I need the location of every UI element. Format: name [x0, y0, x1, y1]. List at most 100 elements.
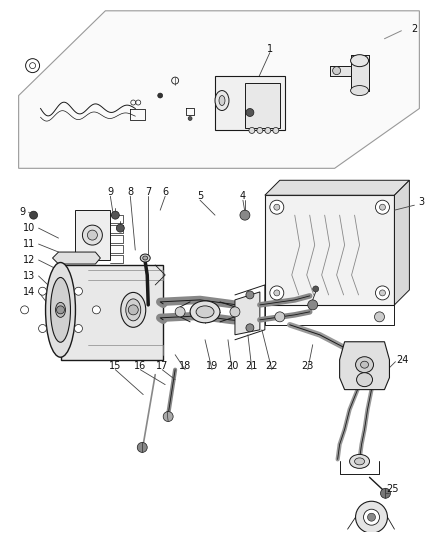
Ellipse shape [360, 361, 368, 368]
Circle shape [188, 117, 192, 120]
Circle shape [375, 200, 389, 214]
Circle shape [246, 109, 254, 117]
Circle shape [39, 287, 46, 295]
Circle shape [57, 306, 64, 314]
Circle shape [230, 307, 240, 317]
Text: 8: 8 [127, 187, 133, 197]
Circle shape [246, 324, 254, 332]
Circle shape [257, 127, 263, 133]
Ellipse shape [355, 458, 364, 465]
Circle shape [82, 225, 102, 245]
Ellipse shape [356, 357, 374, 373]
Ellipse shape [140, 254, 150, 262]
Circle shape [74, 325, 82, 333]
Polygon shape [75, 210, 110, 260]
Circle shape [275, 312, 285, 322]
Text: 18: 18 [179, 361, 191, 370]
Circle shape [249, 127, 255, 133]
Circle shape [163, 411, 173, 422]
Circle shape [364, 509, 379, 525]
Ellipse shape [196, 306, 214, 318]
Text: 24: 24 [396, 354, 409, 365]
Ellipse shape [190, 301, 220, 323]
Circle shape [308, 300, 318, 310]
Text: 13: 13 [23, 271, 35, 281]
Circle shape [270, 286, 284, 300]
Polygon shape [265, 195, 395, 305]
Ellipse shape [56, 302, 66, 317]
Text: 11: 11 [23, 239, 35, 249]
Circle shape [74, 287, 82, 295]
Text: 20: 20 [226, 361, 238, 370]
Circle shape [175, 307, 185, 317]
Polygon shape [245, 83, 280, 128]
Circle shape [379, 204, 385, 210]
Circle shape [367, 513, 375, 521]
Circle shape [128, 305, 138, 315]
Circle shape [375, 286, 389, 300]
Polygon shape [53, 252, 100, 264]
Ellipse shape [143, 256, 148, 260]
Text: 25: 25 [386, 484, 399, 494]
Text: 23: 23 [301, 361, 314, 370]
Text: 5: 5 [197, 191, 203, 201]
Circle shape [39, 325, 46, 333]
Text: 17: 17 [156, 361, 168, 370]
Circle shape [381, 488, 390, 498]
Ellipse shape [121, 293, 146, 327]
Polygon shape [60, 265, 163, 360]
Circle shape [137, 442, 147, 453]
Ellipse shape [350, 455, 370, 469]
Polygon shape [19, 11, 419, 168]
Text: 15: 15 [109, 361, 121, 370]
Circle shape [356, 501, 388, 533]
Circle shape [21, 306, 28, 314]
Text: 1: 1 [267, 44, 273, 54]
Polygon shape [330, 66, 350, 76]
Circle shape [379, 290, 385, 296]
Polygon shape [395, 180, 410, 305]
Circle shape [246, 291, 254, 299]
Text: 2: 2 [411, 24, 417, 34]
Circle shape [270, 200, 284, 214]
Ellipse shape [46, 263, 75, 357]
Text: 6: 6 [162, 187, 168, 197]
Text: 4: 4 [240, 191, 246, 201]
Polygon shape [235, 292, 260, 335]
Circle shape [274, 204, 280, 210]
Text: 10: 10 [23, 223, 35, 233]
Ellipse shape [350, 86, 368, 95]
Text: 22: 22 [265, 361, 278, 370]
Text: 9: 9 [107, 187, 113, 197]
Text: 19: 19 [206, 361, 218, 370]
Text: 21: 21 [246, 361, 258, 370]
Ellipse shape [50, 278, 71, 342]
Ellipse shape [357, 373, 372, 386]
Text: 14: 14 [23, 287, 35, 297]
Polygon shape [265, 180, 410, 195]
Polygon shape [215, 76, 285, 131]
Circle shape [111, 211, 119, 219]
Circle shape [265, 127, 271, 133]
Circle shape [30, 211, 38, 219]
Polygon shape [350, 55, 368, 91]
Polygon shape [339, 342, 389, 390]
Ellipse shape [126, 299, 141, 321]
Circle shape [240, 210, 250, 220]
Ellipse shape [350, 55, 368, 67]
Circle shape [313, 286, 319, 292]
Circle shape [117, 224, 124, 232]
Circle shape [158, 93, 162, 98]
Circle shape [374, 312, 385, 322]
Text: 7: 7 [145, 187, 152, 197]
Ellipse shape [215, 91, 229, 110]
Circle shape [273, 127, 279, 133]
Circle shape [332, 67, 341, 75]
Circle shape [88, 230, 97, 240]
Circle shape [274, 290, 280, 296]
Text: 16: 16 [134, 361, 146, 370]
Text: 3: 3 [418, 197, 424, 207]
Text: 9: 9 [20, 207, 26, 217]
Text: 12: 12 [23, 255, 35, 265]
Ellipse shape [219, 95, 225, 106]
